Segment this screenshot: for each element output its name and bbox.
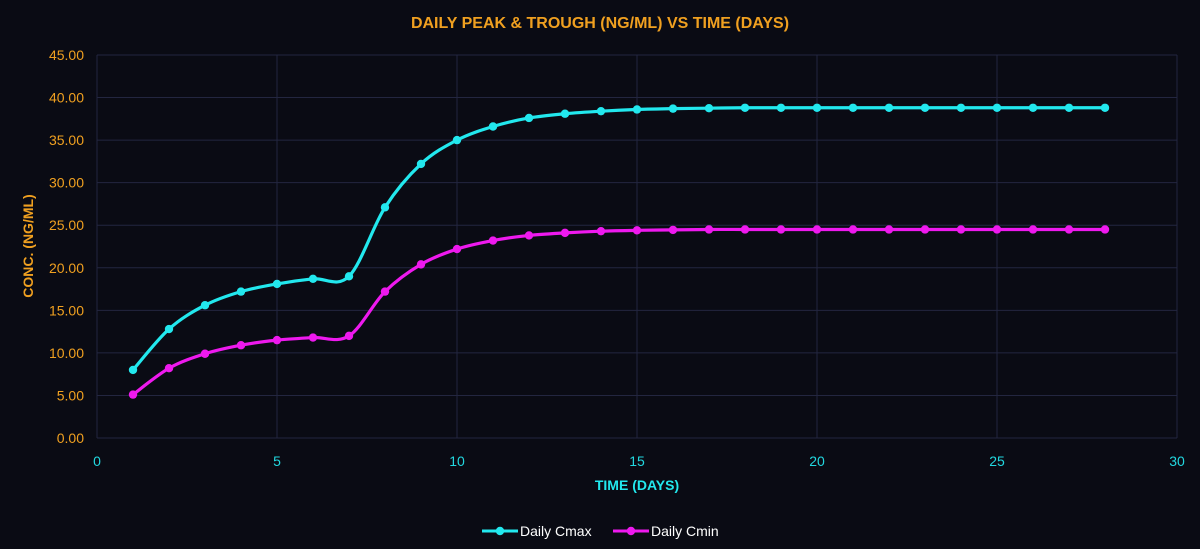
data-point[interactable] [704, 225, 714, 234]
data-point[interactable] [812, 225, 822, 234]
legend-marker [495, 526, 505, 536]
y-tick-label: 15.00 [49, 302, 84, 318]
data-point[interactable] [848, 225, 858, 234]
y-tick-label: 10.00 [49, 345, 84, 361]
data-point[interactable] [956, 225, 966, 234]
data-point[interactable] [524, 113, 534, 123]
data-point[interactable] [236, 341, 246, 350]
y-axis-label: CONC. (NG/ML) [20, 194, 36, 297]
data-point[interactable] [344, 272, 354, 281]
data-point[interactable] [308, 274, 318, 284]
data-point[interactable] [704, 103, 714, 113]
data-point[interactable] [740, 103, 750, 112]
legend-item[interactable]: Daily Cmax [482, 523, 592, 539]
data-point[interactable] [776, 225, 786, 234]
y-tick-label: 40.00 [49, 90, 84, 106]
data-point[interactable] [236, 287, 246, 296]
data-point[interactable] [1100, 103, 1110, 112]
legend-marker [626, 526, 636, 536]
chart-title: DAILY PEAK & TROUGH (NG/ML) VS TIME (DAY… [411, 15, 789, 32]
data-point[interactable] [1064, 225, 1074, 234]
series-daily-cmax [128, 103, 1110, 375]
x-axis-label: TIME (DAYS) [595, 477, 679, 493]
data-point[interactable] [1028, 103, 1038, 112]
data-point[interactable] [1064, 103, 1074, 112]
data-point[interactable] [560, 228, 570, 238]
data-point[interactable] [596, 106, 606, 116]
data-point[interactable] [848, 103, 858, 112]
data-point[interactable] [1100, 225, 1110, 234]
y-tick-label: 25.00 [49, 217, 84, 233]
data-point[interactable] [380, 287, 390, 296]
x-tick-label: 25 [989, 453, 1005, 469]
data-point[interactable] [524, 231, 534, 240]
x-tick-label: 0 [93, 453, 101, 469]
y-tick-label: 0.00 [57, 430, 84, 446]
series-group [128, 103, 1110, 399]
series-line [131, 227, 1107, 397]
data-point[interactable] [812, 103, 822, 112]
data-point[interactable] [380, 203, 390, 212]
legend-label: Daily Cmin [651, 523, 719, 539]
data-point[interactable] [560, 109, 570, 118]
data-point[interactable] [884, 225, 894, 234]
x-axis-ticks: 0 5 10 15 20 25 30 [93, 453, 1185, 469]
data-point[interactable] [416, 260, 426, 269]
data-point[interactable] [920, 103, 930, 112]
data-point[interactable] [632, 226, 642, 235]
data-point[interactable] [452, 244, 462, 254]
data-point[interactable] [344, 331, 354, 341]
legend-label: Daily Cmax [520, 523, 592, 539]
y-tick-label: 5.00 [57, 387, 84, 403]
data-point[interactable] [488, 236, 498, 245]
legend-item[interactable]: Daily Cmin [613, 523, 719, 539]
x-tick-label: 20 [809, 453, 825, 469]
x-tick-label: 30 [1169, 453, 1185, 469]
y-tick-label: 45.00 [49, 47, 84, 63]
y-axis-ticks: 0.00 5.00 10.00 15.00 20.00 25.00 30.00 35.00 40… [49, 47, 84, 446]
y-tick-label: 20.00 [49, 260, 84, 276]
data-point[interactable] [200, 301, 210, 310]
data-point[interactable] [884, 103, 894, 112]
x-tick-label: 10 [449, 453, 465, 469]
legend[interactable]: Daily Cmax Daily Cmin [482, 523, 719, 539]
data-point[interactable] [992, 103, 1002, 112]
data-point[interactable] [992, 225, 1002, 234]
series-daily-cmin [128, 225, 1110, 399]
x-tick-label: 5 [273, 453, 281, 469]
data-point[interactable] [164, 364, 174, 373]
series-line [131, 106, 1107, 372]
data-point[interactable] [416, 159, 426, 169]
data-point[interactable] [596, 226, 606, 236]
data-point[interactable] [776, 103, 786, 112]
data-point[interactable] [488, 122, 498, 131]
data-point[interactable] [308, 333, 318, 342]
data-point[interactable] [1028, 225, 1038, 234]
data-point[interactable] [632, 105, 642, 114]
data-point[interactable] [920, 225, 930, 234]
data-point[interactable] [272, 335, 282, 345]
data-point[interactable] [452, 135, 462, 145]
data-point[interactable] [128, 390, 138, 399]
data-point[interactable] [740, 225, 750, 234]
data-point[interactable] [956, 103, 966, 112]
x-tick-label: 15 [629, 453, 645, 469]
data-point[interactable] [128, 365, 138, 375]
data-point[interactable] [164, 324, 174, 334]
y-tick-label: 30.00 [49, 175, 84, 191]
y-tick-label: 35.00 [49, 132, 84, 148]
data-point[interactable] [668, 104, 678, 113]
data-point[interactable] [668, 225, 678, 235]
data-point[interactable] [272, 279, 282, 289]
data-point[interactable] [200, 349, 210, 358]
